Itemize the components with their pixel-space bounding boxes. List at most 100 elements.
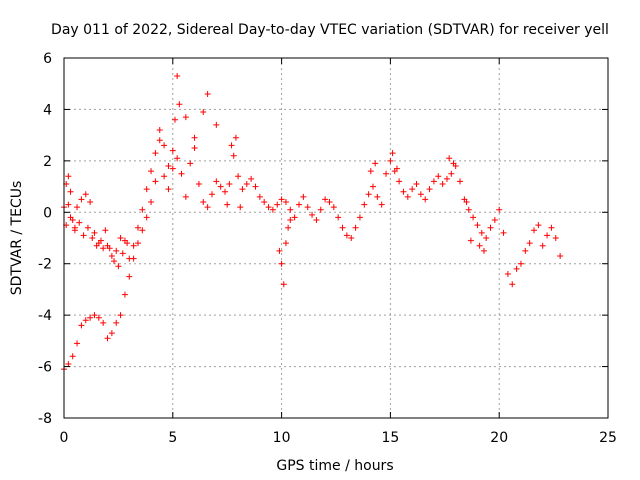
data-point	[143, 186, 150, 193]
y-tick-label: -6	[38, 360, 52, 376]
data-point	[195, 181, 202, 187]
data-point	[300, 193, 307, 200]
data-point	[535, 222, 542, 229]
data-point	[228, 142, 235, 149]
data-point	[335, 214, 342, 221]
data-point	[467, 237, 474, 244]
data-point	[539, 242, 546, 249]
y-tick-label: 6	[43, 51, 52, 67]
data-point	[417, 191, 424, 198]
data-point	[156, 137, 163, 144]
data-point	[365, 191, 372, 198]
y-tick-label: -8	[38, 411, 52, 427]
data-point	[509, 281, 516, 288]
data-point	[287, 217, 294, 223]
data-point	[372, 160, 379, 167]
data-point	[446, 155, 453, 162]
data-point	[191, 145, 198, 151]
data-point	[174, 73, 181, 79]
data-point	[108, 253, 115, 259]
data-point	[65, 361, 72, 367]
data-point	[252, 183, 259, 190]
data-point	[343, 232, 350, 239]
data-point	[465, 206, 472, 213]
data-point	[296, 201, 303, 208]
data-point	[487, 224, 494, 231]
data-point	[422, 196, 429, 203]
x-tick-label: 5	[168, 430, 177, 446]
data-point	[69, 353, 76, 360]
data-point	[176, 101, 183, 108]
data-point	[522, 247, 529, 254]
data-point	[430, 178, 437, 185]
data-point	[282, 240, 289, 247]
data-point	[113, 319, 120, 326]
data-point	[393, 165, 400, 172]
data-point	[156, 127, 163, 133]
data-point	[95, 314, 102, 321]
data-point	[496, 206, 503, 213]
data-point	[237, 204, 244, 211]
data-point	[531, 227, 538, 234]
data-point	[369, 183, 376, 190]
data-point	[348, 235, 355, 241]
data-point	[139, 206, 146, 213]
data-point	[278, 260, 285, 267]
data-point	[387, 157, 394, 164]
data-point	[67, 214, 74, 221]
data-point	[200, 109, 207, 115]
data-point	[204, 91, 211, 97]
data-point	[313, 217, 320, 223]
data-point	[383, 170, 390, 177]
data-point	[304, 204, 311, 211]
data-point	[409, 186, 416, 193]
data-point	[178, 170, 185, 177]
data-point	[130, 255, 137, 262]
data-point	[285, 224, 292, 231]
data-point	[361, 201, 368, 208]
data-point	[117, 312, 124, 319]
data-point	[552, 235, 559, 241]
data-point	[152, 178, 159, 185]
data-point	[470, 214, 477, 221]
x-tick-label: 20	[490, 430, 508, 446]
data-point	[478, 229, 485, 236]
data-point	[76, 219, 83, 226]
data-point	[171, 116, 178, 123]
data-point	[87, 199, 94, 205]
data-point	[119, 250, 126, 257]
data-point	[274, 201, 281, 208]
x-tick-label: 25	[599, 430, 617, 446]
axis-ticks	[63, 57, 609, 419]
data-point	[517, 260, 524, 267]
data-point	[356, 214, 363, 221]
data-point	[104, 335, 111, 342]
data-point	[339, 224, 346, 231]
data-point	[187, 160, 194, 167]
data-point	[113, 247, 120, 254]
data-point	[102, 227, 109, 234]
data-point	[439, 181, 446, 187]
x-tick-label: 0	[60, 430, 69, 446]
plot-area-border	[63, 57, 609, 419]
data-point	[91, 312, 98, 319]
data-point	[504, 271, 511, 277]
data-point	[182, 193, 189, 200]
data-point	[378, 201, 385, 208]
chart-data-points	[61, 73, 564, 373]
data-point	[121, 291, 128, 298]
data-point	[448, 170, 455, 177]
data-point	[169, 165, 176, 172]
y-tick-label: 4	[43, 102, 52, 118]
x-tick-label: 15	[381, 430, 399, 446]
x-axis-tick-labels: 0 5 10 15 20 25	[60, 430, 617, 446]
data-point	[152, 150, 159, 157]
data-point	[480, 247, 487, 254]
data-point	[248, 175, 255, 182]
data-point	[74, 204, 81, 211]
data-point	[474, 222, 481, 229]
data-point	[557, 253, 564, 259]
data-point	[106, 245, 113, 252]
x-axis-label: GPS time / hours	[276, 458, 393, 474]
